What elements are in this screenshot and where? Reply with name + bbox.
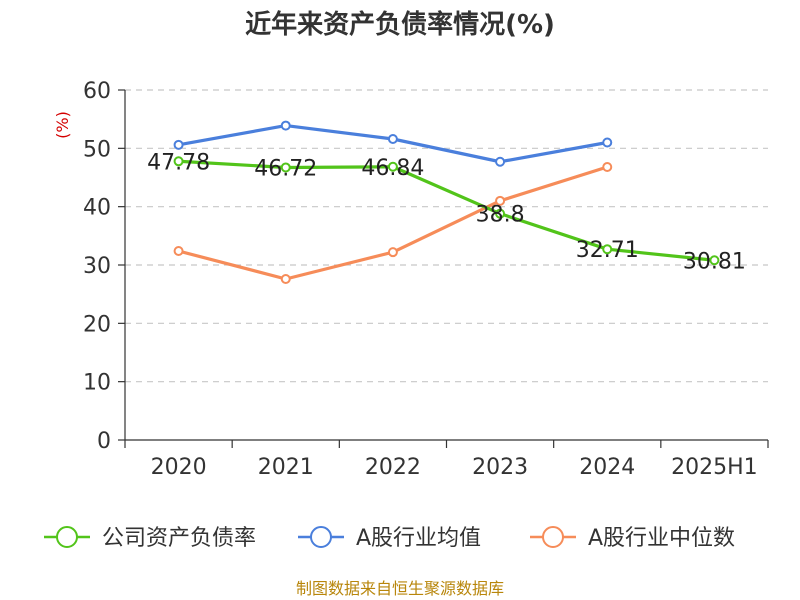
legend-item[interactable]: A股行业中位数 <box>530 526 735 551</box>
data-point <box>387 247 398 258</box>
legend-label: A股行业均值 <box>356 526 481 551</box>
x-tick-label: 2020 <box>151 455 207 480</box>
y-tick-label: 10 <box>83 371 111 396</box>
data-point <box>495 156 506 167</box>
legend-marker <box>56 526 78 548</box>
data-point <box>387 161 398 172</box>
y-tick-label: 40 <box>83 196 111 221</box>
data-labels: 47.78 46.72 46.84 38.8 32.71 30.81 <box>147 150 746 274</box>
data-point <box>280 274 291 284</box>
x-tick-label: 2023 <box>472 455 528 480</box>
data-point <box>173 156 184 167</box>
x-tick-label: 2021 <box>258 455 314 480</box>
data-point <box>602 162 613 172</box>
legend-marker <box>542 526 564 548</box>
x-tick-label: 2025H1 <box>671 455 758 480</box>
data-label: 46.84 <box>361 156 424 181</box>
data-point <box>602 137 613 148</box>
y-tick-label: 30 <box>83 254 111 279</box>
data-point <box>709 255 720 266</box>
legend-marker <box>310 526 332 548</box>
y-tick-label: 60 <box>83 79 111 104</box>
y-tick-label: 0 <box>97 429 111 454</box>
data-label: 38.8 <box>476 203 525 228</box>
source-note: 制图数据来自恒生聚源数据库 <box>296 579 504 598</box>
series-lines <box>173 120 720 284</box>
x-tick-label: 2022 <box>365 455 421 480</box>
legend: 公司资产负债率 A股行业均值 A股行业中位数 <box>44 526 735 551</box>
x-tick-label: 2024 <box>579 455 635 480</box>
legend-label: 公司资产负债率 <box>102 526 256 551</box>
data-point <box>173 246 184 256</box>
data-label: 47.78 <box>147 150 210 175</box>
axes: 0 10 20 30 40 50 60 2020 2021 2022 2023 2024 2025H1 <box>83 79 769 480</box>
y-axis-unit: (%) <box>53 111 72 139</box>
data-point <box>495 195 506 206</box>
data-point <box>173 139 184 150</box>
legend-label: A股行业中位数 <box>588 526 735 551</box>
data-point <box>387 134 398 144</box>
legend-item[interactable]: 公司资产负债率 <box>44 526 256 551</box>
chart-title: 近年来资产负债率情况(%) <box>245 9 555 40</box>
data-point <box>280 162 291 173</box>
legend-item[interactable]: A股行业均值 <box>298 526 481 551</box>
data-point <box>495 208 506 219</box>
series-line <box>178 159 715 262</box>
y-tick-label: 50 <box>83 137 111 162</box>
y-tick-label: 20 <box>83 312 111 337</box>
data-point <box>602 244 613 255</box>
data-label: 30.81 <box>683 249 746 274</box>
grid-lines <box>125 89 768 383</box>
data-point <box>280 120 291 131</box>
data-label: 46.72 <box>254 156 317 181</box>
data-label: 32.71 <box>576 238 639 263</box>
series-line <box>178 165 608 281</box>
